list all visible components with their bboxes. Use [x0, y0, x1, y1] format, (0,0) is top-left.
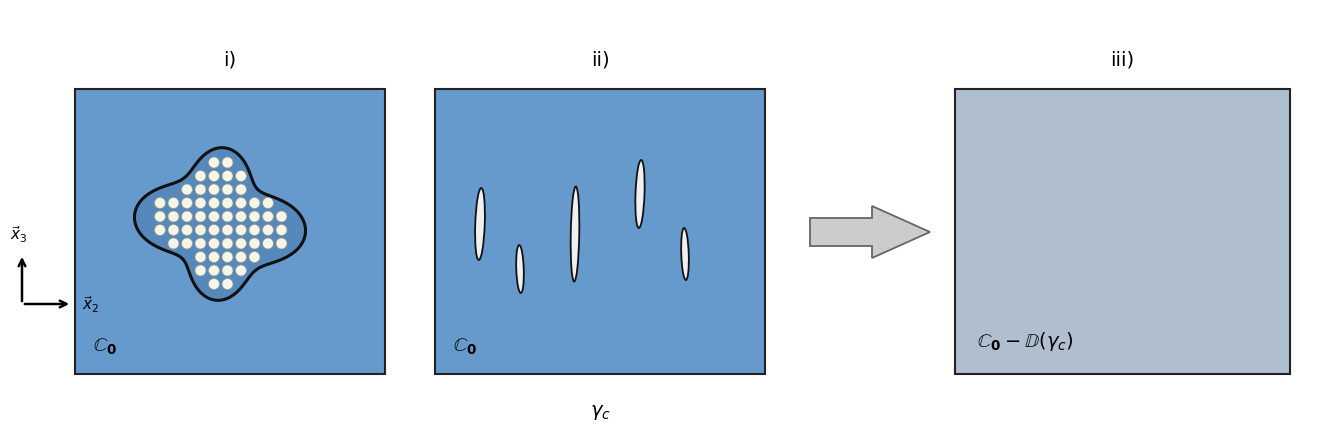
Circle shape	[209, 184, 220, 196]
Circle shape	[155, 225, 165, 236]
Circle shape	[236, 265, 246, 276]
Circle shape	[236, 184, 246, 196]
Ellipse shape	[635, 161, 645, 228]
Circle shape	[209, 171, 220, 182]
Ellipse shape	[570, 187, 579, 282]
Circle shape	[194, 171, 206, 182]
Circle shape	[249, 211, 260, 223]
Text: $\vec{x}_2$: $\vec{x}_2$	[83, 294, 100, 315]
Circle shape	[168, 211, 178, 223]
Circle shape	[249, 238, 260, 250]
Circle shape	[194, 265, 206, 276]
Polygon shape	[135, 148, 305, 301]
Text: $\mathbb{C}_{\mathbf{0}} - \mathbb{D}(\gamma_c)$: $\mathbb{C}_{\mathbf{0}} - \mathbb{D}(\g…	[976, 329, 1074, 352]
Circle shape	[236, 211, 246, 223]
Circle shape	[222, 211, 233, 223]
Ellipse shape	[517, 246, 523, 293]
Text: $\gamma_c$: $\gamma_c$	[590, 402, 610, 421]
Circle shape	[262, 198, 273, 209]
Circle shape	[236, 225, 246, 236]
Circle shape	[276, 238, 286, 250]
Circle shape	[209, 238, 220, 250]
Circle shape	[168, 225, 178, 236]
Circle shape	[222, 252, 233, 263]
Circle shape	[209, 265, 220, 276]
Circle shape	[249, 225, 260, 236]
Circle shape	[262, 238, 273, 250]
Circle shape	[236, 252, 246, 263]
Circle shape	[222, 265, 233, 276]
Circle shape	[222, 238, 233, 250]
Circle shape	[236, 238, 246, 250]
Circle shape	[181, 238, 193, 250]
Circle shape	[209, 252, 220, 263]
Circle shape	[155, 198, 165, 209]
Circle shape	[222, 184, 233, 196]
Text: $\mathbb{C}_{\mathbf{0}}$: $\mathbb{C}_{\mathbf{0}}$	[93, 336, 117, 356]
Circle shape	[276, 211, 286, 223]
Circle shape	[262, 225, 273, 236]
Bar	[955, 90, 1289, 374]
Text: iii): iii)	[1111, 51, 1135, 70]
Circle shape	[222, 198, 233, 209]
Circle shape	[181, 198, 193, 209]
Text: $\mathbb{C}_{\mathbf{0}}$: $\mathbb{C}_{\mathbf{0}}$	[453, 336, 477, 356]
Ellipse shape	[681, 228, 689, 280]
Text: i): i)	[224, 51, 237, 70]
Circle shape	[222, 279, 233, 290]
Circle shape	[209, 225, 220, 236]
Circle shape	[168, 238, 178, 250]
Circle shape	[194, 238, 206, 250]
Circle shape	[194, 198, 206, 209]
Circle shape	[209, 158, 220, 169]
Circle shape	[194, 184, 206, 196]
Circle shape	[236, 198, 246, 209]
Text: $\vec{x}_3$: $\vec{x}_3$	[11, 224, 28, 244]
Circle shape	[181, 184, 193, 196]
Circle shape	[181, 225, 193, 236]
Bar	[75, 90, 385, 374]
Circle shape	[194, 252, 206, 263]
Circle shape	[249, 198, 260, 209]
Circle shape	[236, 171, 246, 182]
Circle shape	[222, 225, 233, 236]
Circle shape	[194, 225, 206, 236]
Circle shape	[155, 211, 165, 223]
Circle shape	[209, 211, 220, 223]
Circle shape	[249, 252, 260, 263]
Circle shape	[222, 171, 233, 182]
Circle shape	[209, 198, 220, 209]
Circle shape	[262, 211, 273, 223]
Circle shape	[181, 211, 193, 223]
Circle shape	[209, 279, 220, 290]
Circle shape	[222, 158, 233, 169]
Circle shape	[276, 225, 286, 236]
Circle shape	[168, 198, 178, 209]
Ellipse shape	[476, 189, 485, 260]
Circle shape	[194, 211, 206, 223]
Polygon shape	[810, 207, 930, 258]
Text: ii): ii)	[590, 51, 609, 70]
Bar	[436, 90, 765, 374]
